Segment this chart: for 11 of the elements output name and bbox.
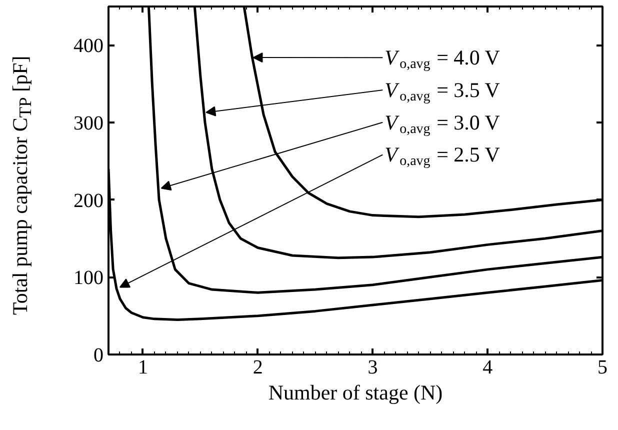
x-tick-label: 2 <box>252 356 263 378</box>
x-tick-label: 3 <box>368 356 378 378</box>
x-tick-label: 5 <box>598 356 608 378</box>
y-tick-label: 100 <box>74 267 104 290</box>
y-tick-label: 200 <box>74 190 104 212</box>
x-tick-label: 1 <box>138 356 148 378</box>
x-tick-label: 4 <box>482 356 493 378</box>
y-tick-label: 300 <box>74 112 104 134</box>
y-tick-label: 400 <box>74 35 104 58</box>
y-tick-label: 0 <box>94 344 104 366</box>
x-axis-title: Number of stage (N) <box>268 380 443 404</box>
